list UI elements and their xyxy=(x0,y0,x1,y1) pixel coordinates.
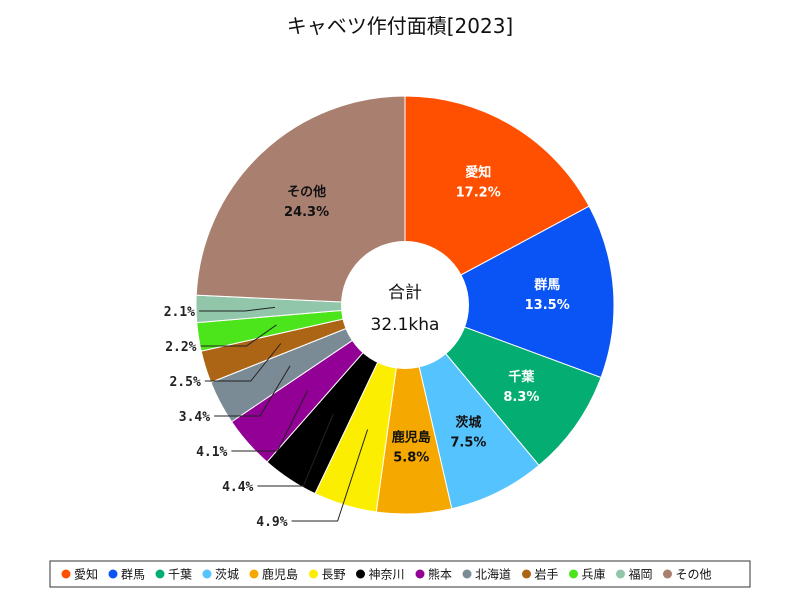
legend-marker xyxy=(616,569,625,579)
legend-marker xyxy=(415,569,425,579)
slice-percent-label: 4.9% xyxy=(256,515,287,530)
leader-line xyxy=(214,365,291,417)
leader-line xyxy=(204,343,282,382)
slice-percent-label: 7.5% xyxy=(450,436,486,451)
legend-marker xyxy=(61,569,71,579)
center-total-label: 合計 xyxy=(388,283,422,303)
leader-lines xyxy=(199,306,369,522)
leader-line xyxy=(231,390,308,452)
legend-marker xyxy=(202,569,212,579)
pie-slice-1 xyxy=(403,205,615,379)
center-total-value: 32.1kha xyxy=(371,315,440,335)
slice-percent-label: 17.2% xyxy=(456,186,501,201)
slice-percent-label: 2.5% xyxy=(169,375,200,390)
slice-name-label: 千葉 xyxy=(508,369,535,385)
legend-marker xyxy=(522,569,531,579)
slice-name-label: 鹿児島 xyxy=(392,429,431,445)
slice-name-label: 愛知 xyxy=(465,165,491,181)
legend-marker xyxy=(462,569,472,579)
legend-marker xyxy=(356,569,365,579)
legend-marker xyxy=(309,569,318,579)
slice-percent-label: 3.4% xyxy=(179,410,210,425)
slice-name-label: 群馬 xyxy=(534,277,560,293)
legend-marker xyxy=(108,569,118,579)
donut-hole xyxy=(341,241,469,369)
chart-title: キャベツ作付面積[2023] xyxy=(287,14,514,38)
slice-percent-label: 2.1% xyxy=(164,305,195,320)
slice-percent-label: 8.3% xyxy=(503,390,539,405)
legend: 愛知 群馬 千葉 茨城 鹿児島 長野 神奈川 熊本 北海道 岩手 兵庫 福岡 その他 xyxy=(49,560,751,588)
legend-label: その他 xyxy=(676,568,712,582)
legend-label: 茨城 xyxy=(215,568,239,582)
pie-slice-12 xyxy=(195,95,406,306)
legend-label: 愛知 xyxy=(74,568,98,582)
legend-marker xyxy=(663,569,672,579)
leader-line xyxy=(199,306,276,312)
slice-percent-label: 13.5% xyxy=(525,298,570,313)
legend-label: 千葉 xyxy=(168,568,192,582)
pie-slice-0 xyxy=(404,95,590,306)
legend-label: 福岡 xyxy=(629,567,653,582)
slice-percent-label: 24.3% xyxy=(284,205,329,220)
pie-slices xyxy=(195,95,615,515)
legend-marker xyxy=(569,569,578,579)
leader-line xyxy=(291,429,369,522)
legend-label: 熊本 xyxy=(428,567,452,582)
slice-percent-label: 5.8% xyxy=(393,450,429,465)
legend-label: 長野 xyxy=(322,568,346,582)
slice-name-label: その他 xyxy=(287,184,326,200)
legend-label: 兵庫 xyxy=(582,568,606,582)
slice-percent-label: 4.1% xyxy=(196,445,227,460)
legend-box xyxy=(49,560,751,588)
slice-labels: 愛知 17.2% 群馬 13.5% 千葉 8.3% 茨城 7.5% 鹿児島 5.8% 4.9% 4.4… xyxy=(164,165,570,530)
legend-label: 鹿児島 xyxy=(262,567,298,582)
leader-line xyxy=(200,324,277,347)
legend-label: 群馬 xyxy=(121,568,145,582)
legend-label: 神奈川 xyxy=(369,568,405,582)
legend-label: 岩手 xyxy=(535,567,559,582)
slice-percent-label: 2.2% xyxy=(165,340,196,355)
leader-line xyxy=(257,413,334,487)
legend-marker xyxy=(155,569,165,579)
slice-name-label: 茨城 xyxy=(455,415,481,431)
slice-percent-label: 4.4% xyxy=(222,480,253,495)
legend-marker xyxy=(249,569,259,579)
legend-label: 北海道 xyxy=(475,567,511,582)
